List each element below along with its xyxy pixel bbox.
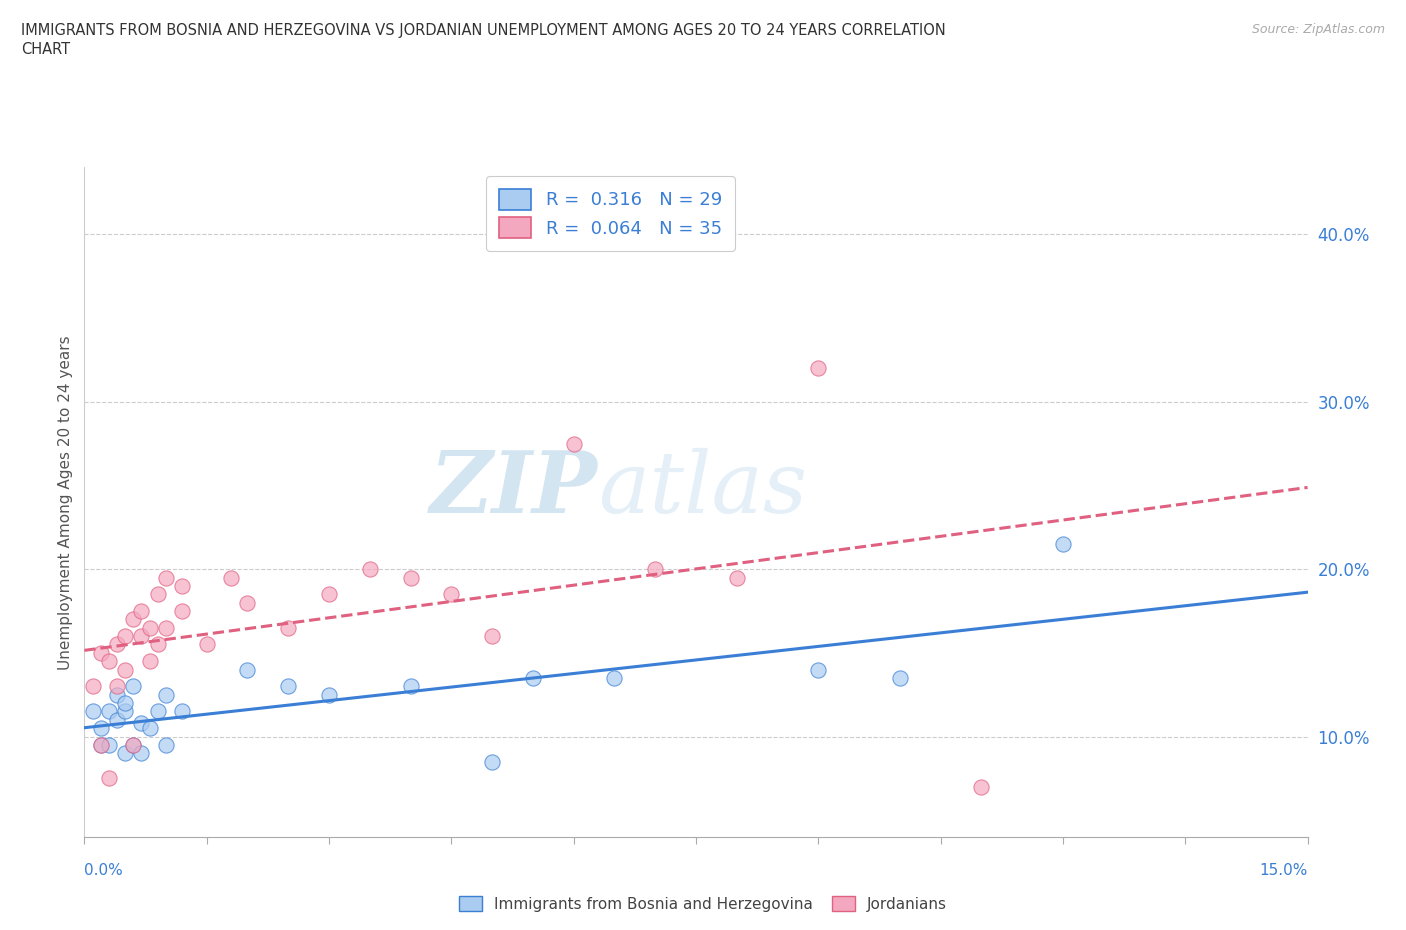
Point [155, 570, 177, 585]
Point [195, 637, 218, 652]
Point [172, 578, 194, 593]
Point [359, 562, 381, 577]
Text: IMMIGRANTS FROM BOSNIA AND HERZEGOVINA VS JORDANIAN UNEMPLOYMENT AMONG AGES 20 T: IMMIGRANTS FROM BOSNIA AND HERZEGOVINA V… [21, 23, 946, 38]
Point [172, 704, 194, 719]
Point [889, 671, 911, 685]
Point [114, 746, 136, 761]
Point [236, 662, 259, 677]
Point [122, 737, 145, 752]
Point [122, 737, 145, 752]
Point [97, 771, 120, 786]
Text: Source: ZipAtlas.com: Source: ZipAtlas.com [1251, 23, 1385, 36]
Point [122, 612, 145, 627]
Point [122, 679, 145, 694]
Point [277, 679, 299, 694]
Point [440, 587, 463, 602]
Point [603, 671, 626, 685]
Legend: R =  0.316   N = 29, R =  0.064   N = 35: R = 0.316 N = 29, R = 0.064 N = 35 [486, 177, 734, 251]
Text: ZIP: ZIP [430, 447, 598, 530]
Point [90, 645, 112, 660]
Point [155, 737, 177, 752]
Point [90, 737, 112, 752]
Point [219, 570, 242, 585]
Point [114, 629, 136, 644]
Point [97, 654, 120, 669]
Point [318, 587, 340, 602]
Point [90, 737, 112, 752]
Point [138, 721, 160, 736]
Point [807, 662, 830, 677]
Text: 0.0%: 0.0% [84, 863, 124, 878]
Text: CHART: CHART [21, 42, 70, 57]
Point [155, 620, 177, 635]
Point [399, 679, 422, 694]
Point [807, 361, 830, 376]
Point [562, 436, 585, 451]
Point [131, 716, 153, 731]
Point [82, 679, 104, 694]
Point [318, 687, 340, 702]
Text: atlas: atlas [598, 447, 807, 530]
Point [155, 687, 177, 702]
Point [105, 637, 128, 652]
Point [138, 620, 160, 635]
Point [82, 704, 104, 719]
Point [114, 704, 136, 719]
Point [399, 570, 422, 585]
Point [481, 754, 503, 769]
Point [146, 587, 169, 602]
Point [97, 737, 120, 752]
Point [105, 679, 128, 694]
Point [1052, 537, 1074, 551]
Point [114, 662, 136, 677]
Point [90, 721, 112, 736]
Y-axis label: Unemployment Among Ages 20 to 24 years: Unemployment Among Ages 20 to 24 years [58, 335, 73, 670]
Point [146, 704, 169, 719]
Point [105, 687, 128, 702]
Point [970, 779, 993, 794]
Point [105, 712, 128, 727]
Point [644, 562, 666, 577]
Text: 15.0%: 15.0% [1260, 863, 1308, 878]
Point [277, 620, 299, 635]
Point [131, 629, 153, 644]
Point [725, 570, 748, 585]
Point [236, 595, 259, 610]
Point [522, 671, 544, 685]
Point [114, 696, 136, 711]
Point [481, 629, 503, 644]
Point [146, 637, 169, 652]
Point [131, 746, 153, 761]
Point [138, 654, 160, 669]
Point [97, 704, 120, 719]
Legend: Immigrants from Bosnia and Herzegovina, Jordanians: Immigrants from Bosnia and Herzegovina, … [453, 889, 953, 918]
Point [131, 604, 153, 618]
Point [172, 604, 194, 618]
